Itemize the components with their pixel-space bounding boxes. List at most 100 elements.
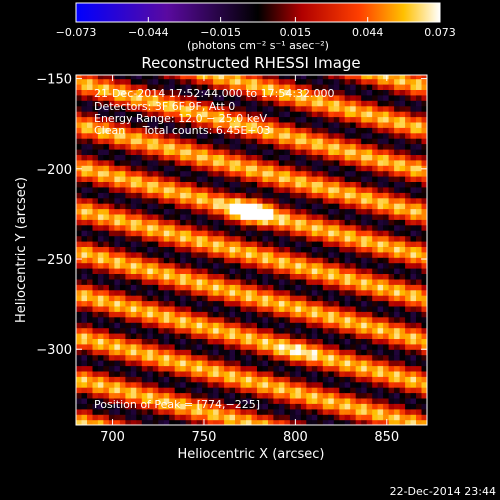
- heatmap-cell: [240, 165, 247, 172]
- heatmap-cell: [125, 192, 132, 199]
- heatmap-cell: [180, 186, 187, 193]
- heatmap-cell: [394, 262, 401, 269]
- heatmap-cell: [158, 419, 165, 425]
- heatmap-cell: [262, 289, 269, 296]
- heatmap-cell: [163, 138, 170, 145]
- heatmap-cell: [240, 268, 247, 274]
- chart-title: Reconstructed RHESSI Image: [141, 54, 360, 72]
- heatmap-cell: [174, 116, 181, 123]
- heatmap-cell: [246, 197, 253, 204]
- heatmap-cell: [218, 219, 225, 226]
- heatmap-cell: [251, 143, 258, 150]
- heatmap-cell: [92, 349, 99, 356]
- heatmap-cell: [339, 100, 346, 107]
- heatmap-cell: [246, 284, 253, 291]
- heatmap-cell: [185, 295, 192, 302]
- heatmap-cell: [311, 100, 318, 107]
- heatmap-cell: [218, 370, 225, 377]
- heatmap-cell: [372, 138, 379, 145]
- heatmap-cell: [213, 289, 220, 296]
- heatmap-cell: [317, 408, 324, 415]
- heatmap-cell: [163, 376, 170, 383]
- heatmap-cell: [174, 414, 181, 421]
- heatmap-cell: [377, 75, 384, 80]
- heatmap-cell: [322, 381, 329, 388]
- heatmap-cell: [92, 111, 99, 118]
- heatmap-cell: [213, 149, 220, 155]
- heatmap-cell: [284, 192, 291, 199]
- heatmap-cell: [311, 370, 318, 377]
- heatmap-cell: [410, 116, 417, 123]
- heatmap-cell: [130, 338, 137, 345]
- heatmap-cell: [257, 121, 264, 128]
- heatmap-cell: [92, 132, 99, 139]
- heatmap-cell: [366, 78, 373, 85]
- heatmap-cell: [141, 268, 148, 274]
- heatmap-cell: [328, 213, 335, 220]
- heatmap-cell: [87, 327, 94, 334]
- heatmap-cell: [174, 192, 181, 199]
- heatmap-cell: [333, 159, 340, 166]
- heatmap-cell: [152, 284, 159, 291]
- heatmap-cell: [322, 360, 329, 367]
- heatmap-cell: [191, 154, 198, 161]
- heatmap-cell: [410, 89, 417, 96]
- heatmap-cell: [278, 89, 285, 96]
- heatmap-cell: [295, 143, 302, 150]
- heatmap-cell: [350, 78, 357, 85]
- heatmap-cell: [185, 251, 192, 258]
- heatmap-cell: [147, 246, 154, 253]
- heatmap-cell: [366, 278, 373, 285]
- heatmap-cell: [268, 208, 275, 215]
- heatmap-cell: [224, 305, 231, 312]
- heatmap-cell: [229, 154, 236, 161]
- heatmap-cell: [262, 284, 269, 291]
- heatmap-cell: [317, 132, 324, 139]
- heatmap-cell: [158, 159, 165, 166]
- heatmap-cell: [394, 289, 401, 296]
- heatmap-cell: [366, 376, 373, 383]
- heatmap-cell: [388, 154, 395, 161]
- heatmap-cell: [240, 360, 247, 367]
- heatmap-cell: [207, 105, 214, 112]
- heatmap-cell: [240, 289, 247, 296]
- heatmap-cell: [224, 251, 231, 258]
- heatmap-cell: [295, 305, 302, 312]
- heatmap-cell: [295, 241, 302, 247]
- heatmap-cell: [366, 360, 373, 367]
- heatmap-cell: [262, 311, 269, 318]
- heatmap-cell: [147, 257, 154, 264]
- heatmap-cell: [174, 419, 181, 425]
- heatmap-cell: [141, 327, 148, 334]
- heatmap-cell: [158, 268, 165, 274]
- heatmap-image: [76, 75, 427, 425]
- heatmap-cell: [295, 75, 302, 80]
- heatmap-cell: [251, 89, 258, 96]
- heatmap-cell: [180, 408, 187, 415]
- heatmap-cell: [300, 75, 307, 80]
- heatmap-cell: [125, 273, 132, 280]
- heatmap-cell: [278, 132, 285, 139]
- heatmap-cell: [306, 203, 313, 210]
- heatmap-cell: [344, 235, 351, 242]
- heatmap-cell: [174, 213, 181, 220]
- heatmap-cell: [202, 111, 209, 118]
- heatmap-cell: [218, 414, 225, 421]
- heatmap-cell: [180, 257, 187, 264]
- heatmap-cell: [289, 387, 296, 394]
- heatmap-cell: [416, 149, 423, 155]
- heatmap-cell: [289, 84, 296, 90]
- heatmap-cell: [344, 365, 351, 372]
- heatmap-cell: [81, 365, 88, 372]
- heatmap-cell: [306, 295, 313, 302]
- heatmap-cell: [114, 176, 121, 182]
- heatmap-cell: [224, 132, 231, 139]
- heatmap-cell: [103, 132, 110, 139]
- heatmap-cell: [163, 305, 170, 312]
- heatmap-cell: [273, 224, 280, 231]
- heatmap-cell: [284, 262, 291, 269]
- heatmap-cell: [284, 370, 291, 377]
- heatmap-cell: [92, 241, 99, 247]
- heatmap-cell: [268, 381, 275, 388]
- heatmap-cell: [405, 149, 412, 155]
